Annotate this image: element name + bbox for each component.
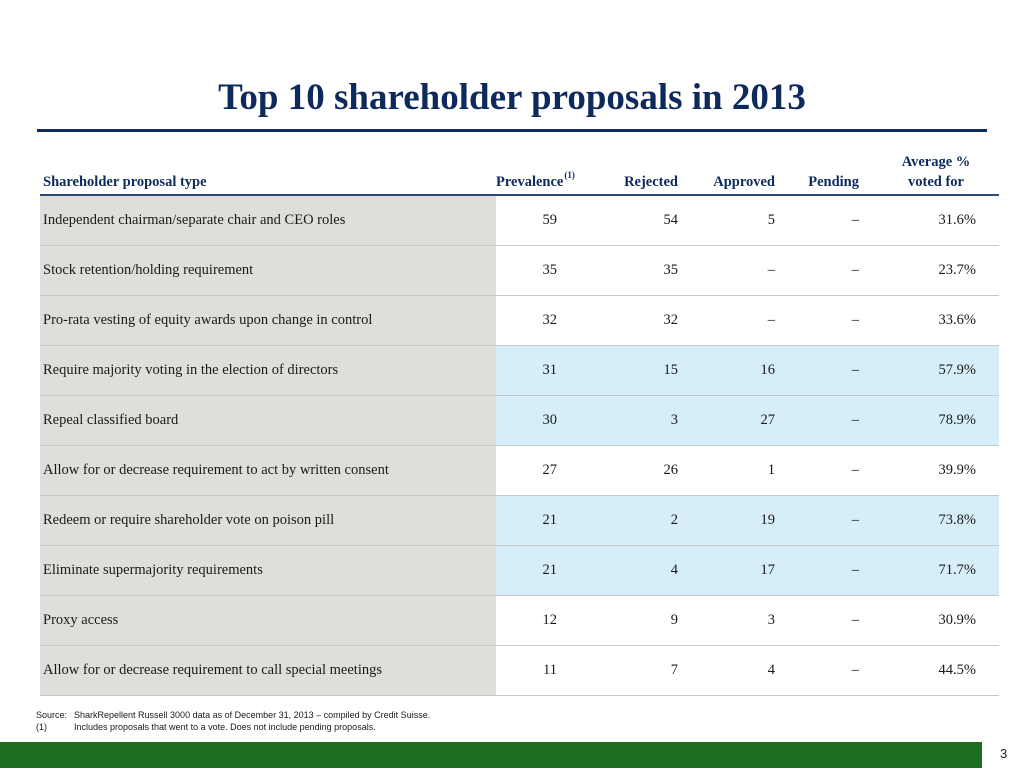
cell-proposal-type: Repeal classified board (40, 395, 496, 446)
cell-pending: – (775, 345, 859, 396)
cell-proposal-type: Proxy access (40, 595, 496, 646)
cell-prevalence: 35 (496, 245, 557, 296)
cell-approved: 17 (678, 545, 775, 596)
cell-prevalence: 12 (496, 595, 557, 646)
cell-average-voted-for: 39.9% (859, 445, 999, 496)
cell-average-voted-for: 31.6% (859, 195, 999, 246)
cell-pending: – (775, 495, 859, 546)
cell-approved: – (678, 295, 775, 346)
cell-pending: – (775, 395, 859, 446)
cell-rejected: 26 (557, 445, 678, 496)
header-average-voted-for: Average % voted for (859, 148, 999, 196)
cell-prevalence: 21 (496, 545, 557, 596)
cell-pending: – (775, 595, 859, 646)
page-number: 3 (1000, 746, 1008, 761)
footer-bar (0, 742, 982, 768)
cell-rejected: 3 (557, 395, 678, 446)
footnote-1: (1) Includes proposals that went to a vot… (36, 722, 376, 732)
table-row: Allow for or decrease requirement to cal… (40, 645, 999, 696)
table-row: Require majority voting in the election … (40, 345, 999, 396)
cell-prevalence: 27 (496, 445, 557, 496)
cell-approved: – (678, 245, 775, 296)
cell-prevalence: 32 (496, 295, 557, 346)
header-pending: Pending (775, 148, 859, 196)
cell-average-voted-for: 30.9% (859, 595, 999, 646)
cell-approved: 3 (678, 595, 775, 646)
cell-proposal-type: Pro-rata vesting of equity awards upon c… (40, 295, 496, 346)
cell-approved: 1 (678, 445, 775, 496)
cell-proposal-type: Stock retention/holding requirement (40, 245, 496, 296)
prevalence-footnote-marker: (1) (564, 170, 575, 180)
cell-prevalence: 31 (496, 345, 557, 396)
table-row: Allow for or decrease requirement to act… (40, 445, 999, 496)
cell-proposal-type: Independent chairman/separate chair and … (40, 195, 496, 246)
page-title: Top 10 shareholder proposals in 2013 (218, 77, 806, 118)
cell-proposal-type: Eliminate supermajority requirements (40, 545, 496, 596)
cell-prevalence: 59 (496, 195, 557, 246)
cell-average-voted-for: 78.9% (859, 395, 999, 446)
cell-rejected: 2 (557, 495, 678, 546)
cell-pending: – (775, 545, 859, 596)
header-rejected: Rejected (557, 148, 678, 196)
cell-rejected: 35 (557, 245, 678, 296)
table-row: Redeem or require shareholder vote on po… (40, 495, 999, 546)
cell-prevalence: 30 (496, 395, 557, 446)
table-row: Repeal classified board 30 3 27–78.9% (40, 395, 999, 446)
footnotes: Source: SharkRepellent Russell 3000 data … (36, 709, 430, 733)
cell-average-voted-for: 71.7% (859, 545, 999, 596)
cell-average-voted-for: 44.5% (859, 645, 999, 696)
header-prevalence: Prevalence(1) (496, 148, 575, 196)
cell-proposal-type: Allow for or decrease requirement to cal… (40, 645, 496, 696)
table-row: Eliminate supermajority requirements 21 4 1… (40, 545, 999, 596)
cell-prevalence: 11 (496, 645, 557, 696)
cell-proposal-type: Allow for or decrease requirement to act… (40, 445, 496, 496)
cell-rejected: 7 (557, 645, 678, 696)
cell-average-voted-for: 73.8% (859, 495, 999, 546)
cell-proposal-type: Redeem or require shareholder vote on po… (40, 495, 496, 546)
title-divider (37, 129, 987, 132)
cell-approved: 16 (678, 345, 775, 396)
cell-approved: 5 (678, 195, 775, 246)
table-row: Independent chairman/separate chair and … (40, 195, 999, 246)
cell-rejected: 15 (557, 345, 678, 396)
cell-rejected: 54 (557, 195, 678, 246)
table-row: Proxy access 12 9 3–30.9% (40, 595, 999, 646)
cell-rejected: 32 (557, 295, 678, 346)
header-proposal-type: Shareholder proposal type (40, 148, 496, 196)
source-note: Source: SharkRepellent Russell 3000 data … (36, 710, 431, 720)
cell-pending: – (775, 445, 859, 496)
header-approved: Approved (678, 148, 775, 196)
cell-approved: 19 (678, 495, 775, 546)
cell-pending: – (775, 245, 859, 296)
cell-pending: – (775, 645, 859, 696)
cell-average-voted-for: 33.6% (859, 295, 999, 346)
table-header-row: Shareholder proposal type Prevalence(1) … (40, 148, 999, 196)
cell-average-voted-for: 23.7% (859, 245, 999, 296)
cell-pending: – (775, 195, 859, 246)
proposals-table: Shareholder proposal type Prevalence(1) … (40, 148, 999, 696)
cell-rejected: 9 (557, 595, 678, 646)
cell-average-voted-for: 57.9% (859, 345, 999, 396)
table-row: Stock retention/holding requirement 35 35–… (40, 245, 999, 296)
cell-proposal-type: Require majority voting in the election … (40, 345, 496, 396)
cell-approved: 27 (678, 395, 775, 446)
cell-pending: – (775, 295, 859, 346)
cell-rejected: 4 (557, 545, 678, 596)
cell-prevalence: 21 (496, 495, 557, 546)
cell-approved: 4 (678, 645, 775, 696)
table-row: Pro-rata vesting of equity awards upon c… (40, 295, 999, 346)
